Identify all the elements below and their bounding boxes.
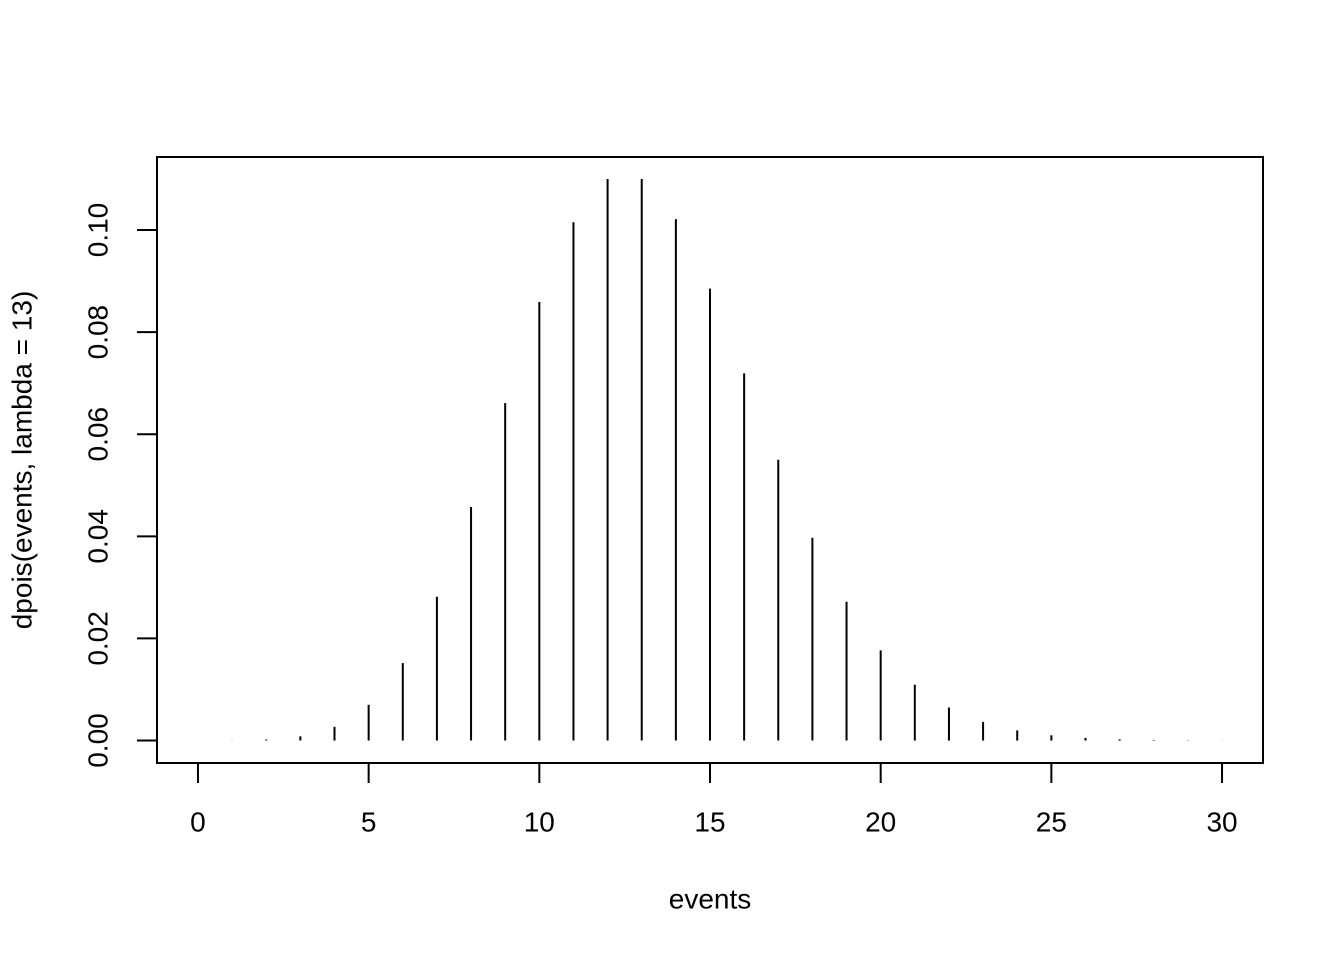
x-tick-label: 5 xyxy=(361,806,377,837)
y-tick-label: 0.00 xyxy=(82,713,113,768)
y-tick-label: 0.10 xyxy=(82,203,113,258)
y-tick-label: 0.06 xyxy=(82,407,113,462)
y-tick-label: 0.08 xyxy=(82,305,113,360)
y-tick-label: 0.02 xyxy=(82,611,113,666)
x-tick-label: 25 xyxy=(1036,806,1067,837)
x-tick-label: 20 xyxy=(865,806,896,837)
y-axis-label: dpois(events, lambda = 13) xyxy=(6,291,37,630)
y-tick-label: 0.04 xyxy=(82,509,113,564)
x-tick-label: 10 xyxy=(524,806,555,837)
x-tick-label: 30 xyxy=(1206,806,1237,837)
x-axis-label: events xyxy=(669,883,752,914)
x-tick-label: 15 xyxy=(694,806,725,837)
x-tick-label: 0 xyxy=(190,806,206,837)
